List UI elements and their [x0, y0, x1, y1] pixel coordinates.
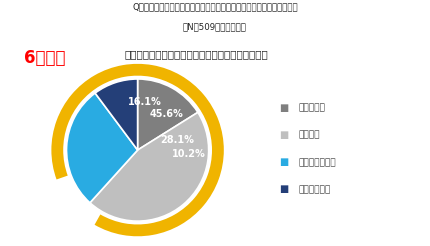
Wedge shape [95, 79, 138, 150]
Text: ■: ■ [280, 103, 289, 113]
Text: 28.1%: 28.1% [161, 135, 194, 145]
Text: 45.6%: 45.6% [150, 109, 184, 119]
Text: とても思う: とても思う [299, 104, 326, 113]
Text: 10.2%: 10.2% [172, 149, 206, 159]
Text: 全く思わない: 全く思わない [299, 185, 331, 194]
Text: やや思う: やや思う [299, 131, 320, 140]
Wedge shape [138, 79, 198, 150]
Wedge shape [90, 112, 209, 221]
Text: ■: ■ [280, 184, 289, 194]
Text: （N＝509　単一回答）: （N＝509 単一回答） [183, 22, 247, 31]
Text: あまり思わない: あまり思わない [299, 158, 337, 167]
Wedge shape [67, 93, 138, 203]
Text: の人がエアコンの使用自体を控えようと思っている: の人がエアコンの使用自体を控えようと思っている [125, 49, 268, 59]
Text: ■: ■ [280, 130, 289, 140]
Text: ■: ■ [280, 157, 289, 167]
Text: Q．電気代高騰により、エアコンの使用自体を控えようと思いますか？: Q．電気代高騰により、エアコンの使用自体を控えようと思いますか？ [132, 2, 298, 12]
Text: 16.1%: 16.1% [127, 97, 161, 107]
Text: 6割以上: 6割以上 [24, 49, 65, 67]
